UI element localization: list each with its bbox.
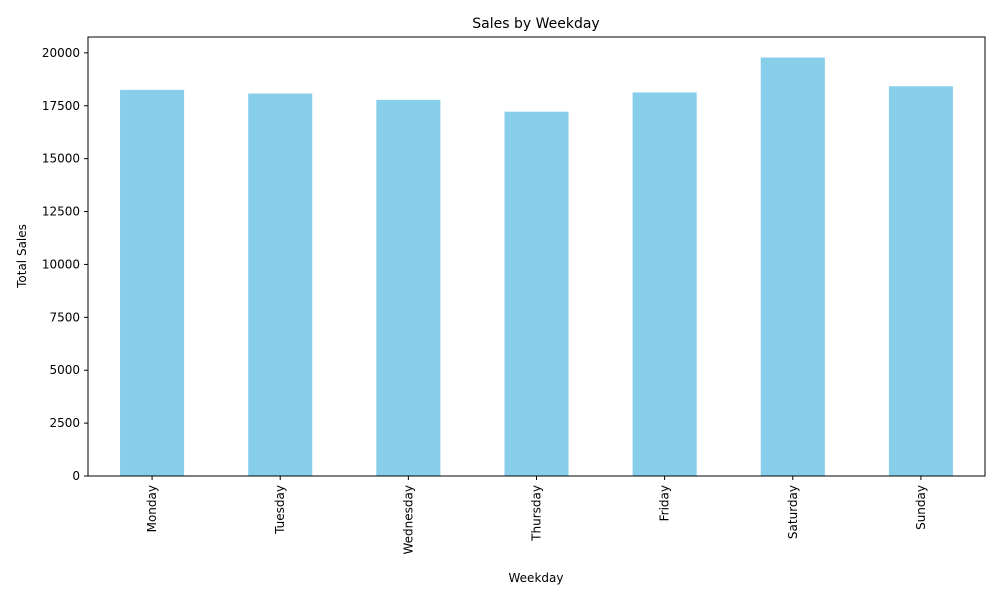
bar-saturday bbox=[760, 57, 825, 477]
bar-monday bbox=[120, 89, 185, 476]
y-tick-label: 7500 bbox=[49, 310, 80, 324]
x-tick-label-thursday: Thursday bbox=[530, 485, 544, 542]
y-tick-label: 15000 bbox=[42, 152, 80, 166]
y-tick-label: 12500 bbox=[42, 205, 80, 219]
bar-tuesday bbox=[248, 93, 313, 476]
bar-sunday bbox=[888, 86, 953, 477]
x-axis: Monday Tuesday Wednesday Thursday Friday Satu… bbox=[145, 476, 928, 554]
y-tick-label: 10000 bbox=[42, 257, 80, 271]
y-tick-label: 17500 bbox=[42, 99, 80, 113]
y-tick-label: 5000 bbox=[49, 363, 80, 377]
x-tick-label-friday: Friday bbox=[658, 485, 672, 521]
x-tick-label-sunday: Sunday bbox=[914, 485, 928, 530]
y-axis: 0 2500 5000 7500 10000 12500 15000 17500 20000 bbox=[42, 46, 88, 483]
x-axis-label: Weekday bbox=[509, 571, 564, 585]
bar-wednesday bbox=[376, 99, 441, 477]
y-tick-label: 0 bbox=[72, 469, 80, 483]
x-tick-label-wednesday: Wednesday bbox=[401, 485, 415, 554]
x-tick-label-tuesday: Tuesday bbox=[273, 485, 287, 535]
y-tick-label: 20000 bbox=[42, 46, 80, 60]
bar-friday bbox=[632, 92, 697, 476]
chart-title: Sales by Weekday bbox=[472, 16, 599, 32]
x-tick-label-monday: Monday bbox=[145, 485, 159, 532]
y-axis-label: Total Sales bbox=[15, 224, 29, 289]
y-tick-label: 2500 bbox=[49, 416, 80, 430]
bars-layer bbox=[120, 57, 953, 477]
plot-frame bbox=[87, 36, 986, 477]
x-tick-label-saturday: Saturday bbox=[786, 485, 800, 539]
bar-thursday bbox=[504, 111, 569, 476]
